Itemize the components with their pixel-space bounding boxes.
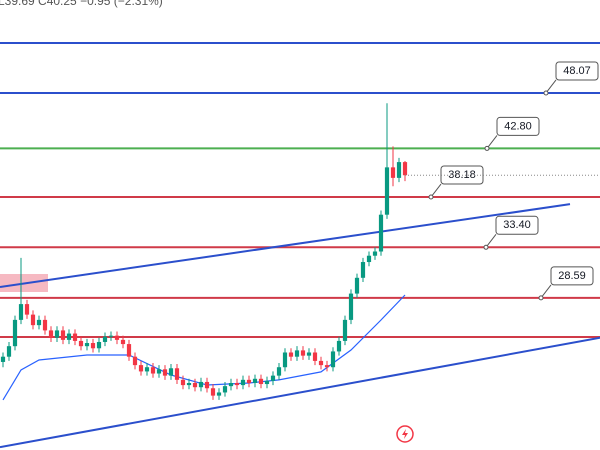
candle-body bbox=[354, 277, 360, 294]
plot bbox=[0, 42, 600, 339]
logo bbox=[396, 425, 414, 443]
label-anchor bbox=[543, 90, 549, 96]
candle-body bbox=[384, 167, 390, 215]
candle-body bbox=[282, 352, 288, 368]
candle-body bbox=[360, 262, 366, 278]
candle-body bbox=[216, 392, 222, 396]
ohlc-header: L39.69 C40.25 −0.95 (−2.31%) bbox=[0, 0, 163, 8]
candle-body bbox=[126, 344, 132, 357]
candle-body bbox=[378, 214, 384, 252]
label-box bbox=[550, 266, 594, 286]
candle-body bbox=[72, 333, 78, 341]
candle-body bbox=[246, 379, 252, 383]
candle-body bbox=[108, 335, 114, 337]
candle-body bbox=[204, 381, 210, 389]
label-leader bbox=[540, 284, 552, 299]
candle-body bbox=[348, 293, 354, 320]
trend-line bbox=[0, 203, 571, 288]
trend-line bbox=[0, 336, 600, 449]
candle-body bbox=[198, 381, 204, 388]
candle-body bbox=[36, 319, 42, 326]
label-box bbox=[496, 116, 540, 136]
candle-body bbox=[240, 379, 246, 386]
candle-body bbox=[402, 162, 408, 176]
candle-body bbox=[102, 336, 108, 342]
candle-body bbox=[372, 251, 378, 256]
label-anchor bbox=[484, 145, 490, 151]
candle-body bbox=[120, 339, 126, 345]
candle-body bbox=[144, 367, 150, 372]
candle-body bbox=[90, 343, 96, 349]
candle-body bbox=[366, 255, 372, 263]
candle-body bbox=[306, 352, 312, 356]
candle-body bbox=[312, 352, 318, 361]
candle-body bbox=[270, 375, 276, 381]
label-box bbox=[555, 61, 599, 81]
candle-body bbox=[66, 333, 72, 340]
candle-body bbox=[168, 368, 174, 376]
candle-body bbox=[42, 319, 48, 331]
candle-body bbox=[234, 382, 240, 386]
candle-body bbox=[30, 314, 36, 326]
candle-body bbox=[318, 360, 324, 366]
candle-body bbox=[54, 330, 60, 338]
candle-body bbox=[156, 369, 162, 374]
candle-body bbox=[336, 340, 342, 352]
label-box bbox=[495, 215, 539, 235]
label-anchor bbox=[538, 295, 544, 301]
candle-body bbox=[264, 380, 270, 385]
candle-body bbox=[342, 319, 348, 341]
candle-body bbox=[192, 382, 198, 388]
candle-body bbox=[222, 386, 228, 393]
candle-body bbox=[300, 350, 306, 356]
label-anchor bbox=[483, 244, 489, 250]
level-label: 48.07 bbox=[563, 65, 591, 77]
label-leader bbox=[545, 79, 557, 94]
label-leader bbox=[430, 183, 442, 198]
candle-body bbox=[18, 304, 24, 320]
candle-body bbox=[288, 352, 294, 357]
candle-body bbox=[390, 167, 396, 178]
candle-body bbox=[114, 335, 120, 340]
candle-body bbox=[96, 341, 102, 349]
candle-body bbox=[0, 356, 6, 362]
candle-body bbox=[252, 378, 258, 383]
candle-body bbox=[150, 367, 156, 374]
label-leader bbox=[485, 233, 497, 248]
candle-body bbox=[132, 356, 138, 366]
level-label: 42.80 bbox=[504, 120, 532, 132]
candle-body bbox=[138, 365, 144, 372]
candle-body bbox=[330, 351, 336, 368]
candle-body bbox=[228, 382, 234, 387]
candle-body bbox=[48, 330, 54, 338]
candle-body bbox=[24, 304, 30, 315]
candle-body bbox=[258, 378, 264, 385]
candle-body bbox=[78, 340, 84, 347]
candle-body bbox=[162, 369, 168, 376]
candle-body bbox=[174, 368, 180, 380]
label-anchor bbox=[428, 194, 434, 200]
candle-body bbox=[324, 365, 330, 368]
candle-body bbox=[210, 388, 216, 396]
candle-body bbox=[6, 346, 12, 357]
candle-body bbox=[186, 382, 192, 386]
candle-body bbox=[60, 330, 66, 340]
level-label: 33.40 bbox=[503, 219, 531, 231]
level-label: 28.59 bbox=[558, 270, 586, 282]
candle-body bbox=[84, 343, 90, 347]
candle-body bbox=[276, 367, 282, 376]
candle-body bbox=[396, 162, 402, 178]
candle-body bbox=[180, 379, 186, 386]
candle-body bbox=[294, 350, 300, 357]
candle-body bbox=[12, 319, 18, 347]
label-leader bbox=[486, 135, 498, 149]
